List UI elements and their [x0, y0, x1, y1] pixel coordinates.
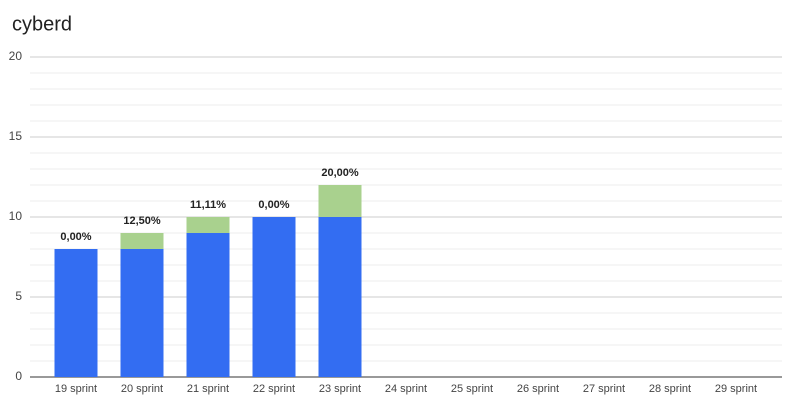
x-tick-label: 28 sprint	[649, 383, 691, 395]
x-tick-label: 24 sprint	[385, 383, 427, 395]
bar-segment	[186, 217, 230, 233]
x-tick-label: 26 sprint	[517, 383, 559, 395]
x-tick-label: 29 sprint	[715, 383, 757, 395]
bar-segment	[318, 185, 362, 217]
data-label: 0,00%	[258, 199, 289, 211]
x-tick-label: 19 sprint	[55, 383, 97, 395]
chart-title: cyberd	[12, 13, 72, 35]
y-tick-label: 20	[9, 49, 23, 63]
bar-segment	[120, 233, 164, 249]
data-label: 0,00%	[60, 231, 91, 243]
x-tick-label: 20 sprint	[121, 383, 163, 395]
x-tick-label: 23 sprint	[319, 383, 361, 395]
x-tick-label: 25 sprint	[451, 383, 493, 395]
data-label: 11,11%	[190, 199, 226, 211]
y-tick-label: 15	[9, 129, 23, 143]
bar-segment	[120, 249, 164, 377]
bar-segment	[54, 249, 98, 377]
y-tick-label: 0	[15, 369, 22, 383]
y-tick-label: 5	[15, 289, 22, 303]
bar-segment	[186, 233, 230, 377]
data-label: 20,00%	[321, 167, 359, 179]
bar-segment	[252, 217, 296, 377]
data-label: 12,50%	[123, 215, 161, 227]
x-tick-label: 22 sprint	[253, 383, 295, 395]
x-tick-label: 27 sprint	[583, 383, 625, 395]
y-tick-label: 10	[9, 209, 23, 223]
bar-segment	[318, 217, 362, 377]
x-tick-label: 21 sprint	[187, 383, 229, 395]
